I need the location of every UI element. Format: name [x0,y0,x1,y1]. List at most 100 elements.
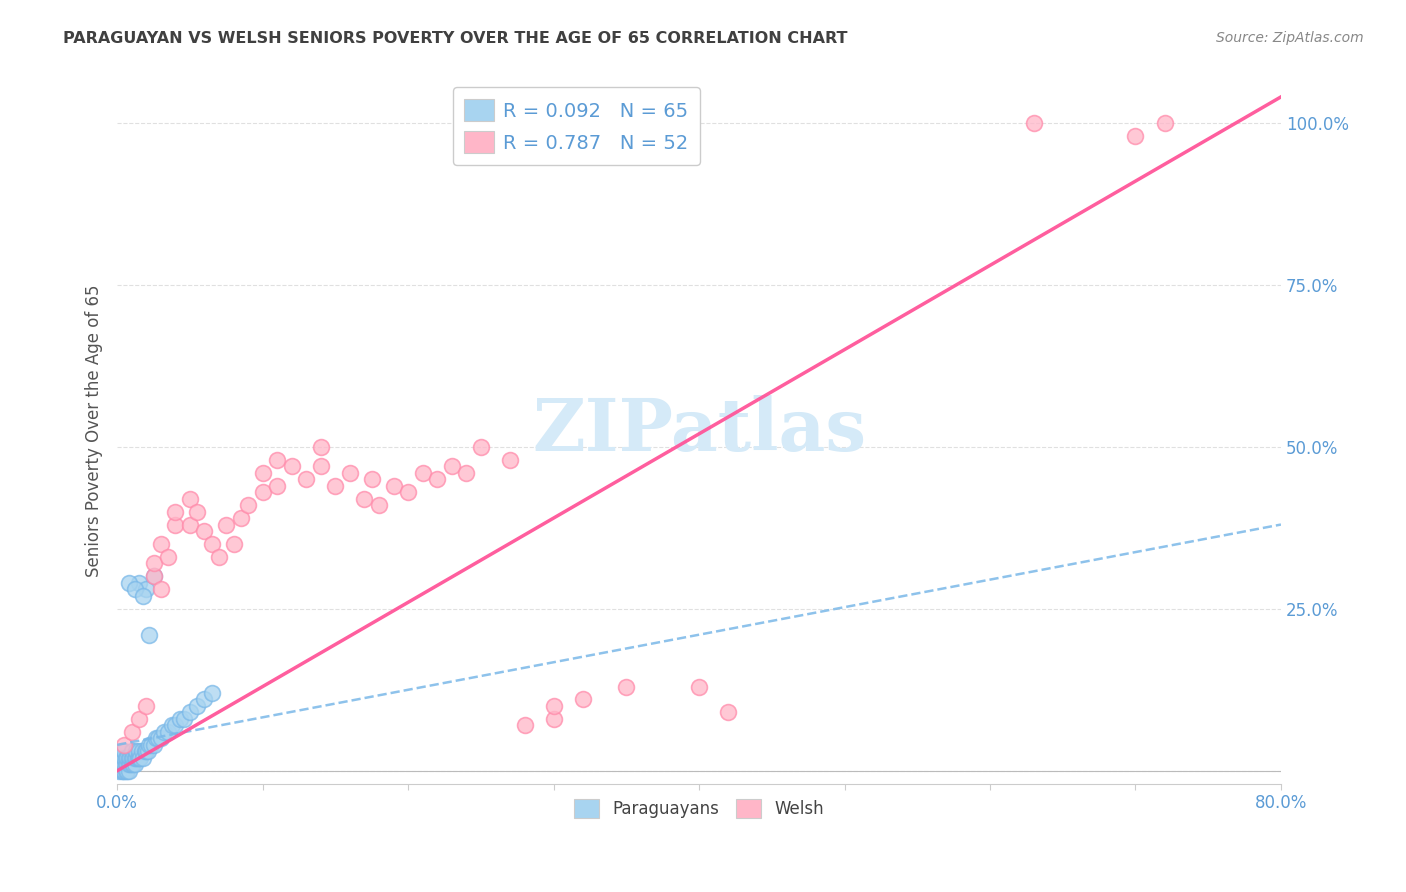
Point [136,744,159,758]
Point [142,569,165,583]
Point [114,744,136,758]
Point [179,517,201,532]
Point [108,751,131,765]
Point [138,738,160,752]
Point [179,706,201,720]
Point [252,485,274,500]
Legend: Paraguayans, Welsh: Paraguayans, Welsh [568,792,831,825]
Point [139,738,162,752]
Point [236,498,259,512]
Point [142,569,165,583]
Point [121,725,143,739]
Point [117,751,139,765]
Point [688,680,710,694]
Y-axis label: Seniors Poverty Over the Age of 65: Seniors Poverty Over the Age of 65 [86,285,103,577]
Point [128,744,150,758]
Point [110,764,132,778]
Point [169,712,191,726]
Point [470,440,492,454]
Point [165,718,187,732]
Point [266,478,288,492]
Point [149,582,172,597]
Point [131,744,153,758]
Point [128,712,150,726]
Point [142,738,165,752]
Point [146,731,169,746]
Point [543,712,565,726]
Point [115,751,138,765]
Point [229,511,252,525]
Point [360,472,382,486]
Point [127,751,149,765]
Point [110,744,132,758]
Point [122,751,145,765]
Point [135,744,157,758]
Point [128,575,150,590]
Point [165,505,187,519]
Point [717,706,740,720]
Point [513,718,536,732]
Point [134,744,156,758]
Text: Source: ZipAtlas.com: Source: ZipAtlas.com [1216,31,1364,45]
Point [193,524,215,538]
Point [118,757,141,772]
Point [179,491,201,506]
Point [222,537,245,551]
Point [115,757,138,772]
Point [107,764,129,778]
Point [135,698,157,713]
Point [295,472,318,486]
Point [114,751,136,765]
Point [118,575,141,590]
Point [339,466,361,480]
Point [120,757,142,772]
Point [124,751,146,765]
Point [122,757,145,772]
Point [135,582,157,597]
Point [115,764,138,778]
Point [111,757,134,772]
Point [215,517,238,532]
Text: ZIPatlas: ZIPatlas [531,395,866,467]
Point [173,712,195,726]
Point [165,517,187,532]
Point [142,557,165,571]
Point [149,537,172,551]
Text: PARAGUAYAN VS WELSH SENIORS POVERTY OVER THE AGE OF 65 CORRELATION CHART: PARAGUAYAN VS WELSH SENIORS POVERTY OVER… [63,31,848,46]
Point [266,452,288,467]
Point [145,731,167,746]
Point [108,757,131,772]
Point [309,459,332,474]
Point [201,686,224,700]
Point [125,751,148,765]
Point [117,764,139,778]
Point [132,589,155,603]
Point [208,549,231,564]
Point [157,549,180,564]
Point [124,582,146,597]
Point [201,537,224,551]
Point [110,757,132,772]
Point [396,485,419,500]
Point [440,459,463,474]
Point [543,698,565,713]
Point [120,751,142,765]
Point [129,751,152,765]
Point [121,751,143,765]
Point [114,764,136,778]
Point [118,764,141,778]
Point [124,757,146,772]
Point [412,466,434,480]
Point [121,757,143,772]
Point [111,751,134,765]
Point [117,757,139,772]
Point [149,731,172,746]
Point [456,466,478,480]
Point [114,757,136,772]
Point [118,751,141,765]
Point [114,738,136,752]
Point [162,718,184,732]
Point [426,472,449,486]
Point [353,491,375,506]
Point [499,452,522,467]
